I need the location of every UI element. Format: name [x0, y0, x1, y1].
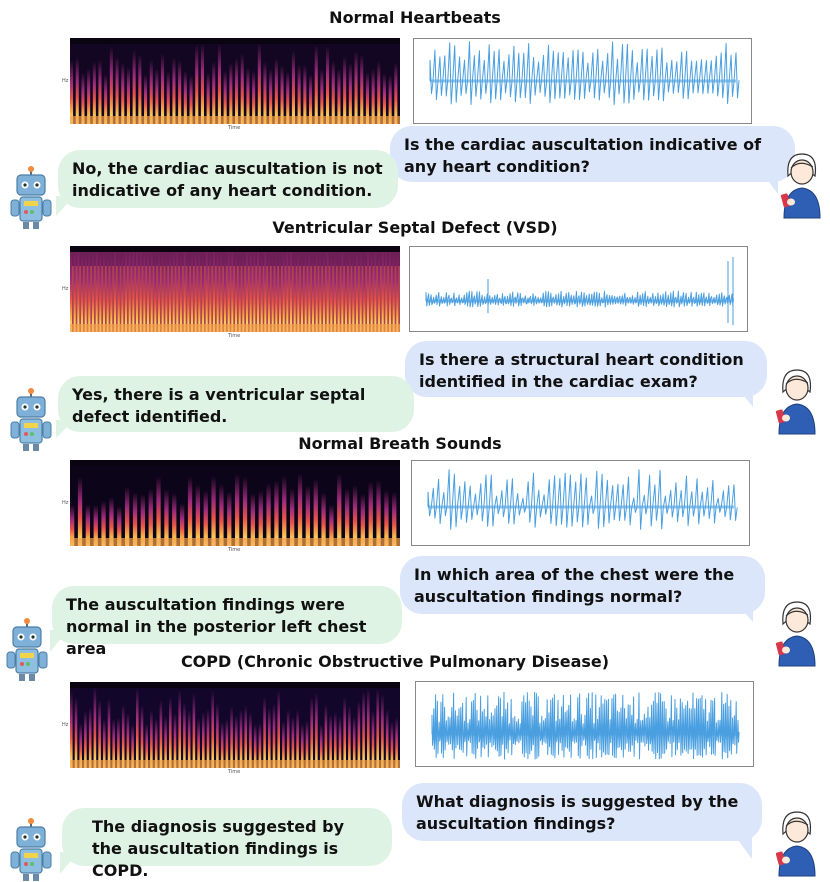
user-person-icon	[780, 153, 821, 219]
user-question-bubble: In which area of the chest were the ausc…	[400, 556, 765, 614]
user-question-bubble: Is the cardiac auscultation indicative o…	[390, 126, 795, 182]
robot-assistant-icon	[10, 818, 52, 881]
waveform-normal-breath	[411, 460, 750, 546]
user-question-text: Is the cardiac auscultation indicative o…	[404, 135, 762, 176]
spectrogram-vsd	[70, 246, 400, 332]
user-person-icon	[775, 369, 816, 435]
bot-answer-bubble: Yes, there is a ventricular septal defec…	[58, 376, 414, 432]
section-title-normal-breath: Normal Breath Sounds	[298, 434, 502, 453]
bot-answer-text: Yes, there is a ventricular septal defec…	[72, 385, 366, 426]
user-question-bubble: What diagnosis is suggested by the auscu…	[402, 783, 762, 841]
bot-answer-text: The diagnosis suggested by the auscultat…	[92, 817, 344, 880]
bubble-tail	[730, 829, 752, 859]
bubble-tail	[50, 630, 68, 652]
bot-answer-bubble: The auscultation findings were normal in…	[52, 586, 402, 658]
user-person-icon	[775, 601, 816, 667]
user-question-bubble: Is there a structural heart condition id…	[405, 341, 767, 397]
spectrogram-ylabel: Hz	[62, 722, 69, 728]
robot-assistant-icon	[6, 618, 48, 681]
bubble-tail	[735, 602, 753, 622]
spectrogram-xlabel: Time	[228, 333, 241, 339]
bubble-tail	[56, 420, 74, 438]
robot-assistant-icon	[10, 388, 52, 451]
waveform-normal-heartbeats	[413, 38, 752, 124]
waveform-vsd	[409, 246, 748, 332]
robot-assistant-icon	[10, 166, 52, 229]
user-question-text: What diagnosis is suggested by the auscu…	[416, 792, 739, 833]
spectrogram-ylabel: Hz	[62, 500, 69, 506]
section-title-vsd: Ventricular Septal Defect (VSD)	[272, 218, 558, 237]
spectrogram-xlabel: Time	[228, 769, 241, 775]
spectrogram-ylabel: Hz	[62, 286, 69, 292]
bubble-tail	[735, 385, 753, 407]
spectrogram-ylabel: Hz	[62, 78, 69, 84]
spectrogram-normal-heartbeats	[70, 38, 400, 124]
spectrogram-normal-breath	[70, 460, 400, 546]
spectrogram-xlabel: Time	[228, 547, 241, 553]
bot-answer-text: The auscultation findings were normal in…	[66, 595, 367, 658]
waveform-copd	[415, 681, 754, 767]
spectrogram-copd	[70, 682, 400, 768]
bot-answer-bubble: No, the cardiac auscultation is not indi…	[58, 150, 398, 208]
bubble-tail	[56, 196, 74, 216]
bot-answer-bubble: The diagnosis suggested by the auscultat…	[62, 808, 392, 880]
user-person-icon	[775, 811, 816, 877]
user-question-text: Is there a structural heart condition id…	[419, 350, 744, 391]
bubble-tail	[60, 852, 78, 874]
bot-answer-text: No, the cardiac auscultation is not indi…	[72, 159, 383, 200]
user-question-text: In which area of the chest were the ausc…	[414, 565, 735, 606]
section-title-normal-heartbeats: Normal Heartbeats	[329, 8, 501, 27]
bubble-tail	[760, 170, 778, 194]
spectrogram-xlabel: Time	[228, 125, 241, 131]
section-title-copd: COPD (Chronic Obstructive Pulmonary Dise…	[180, 652, 610, 671]
